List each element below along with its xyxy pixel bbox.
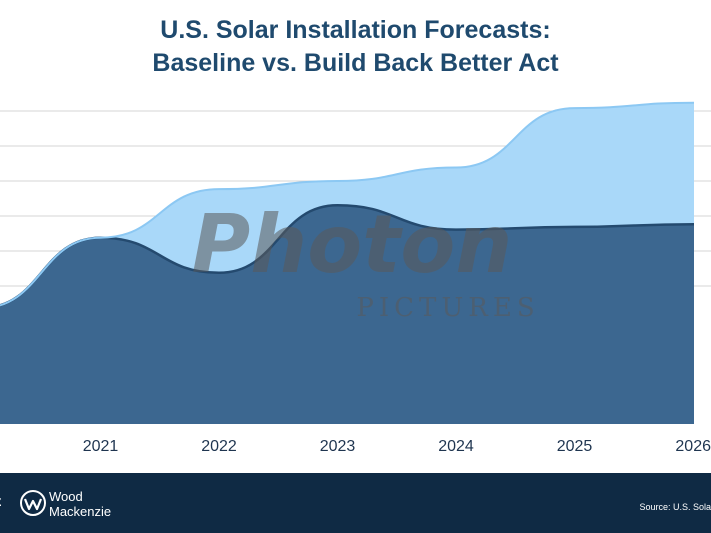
- x-tick-label: 2025: [557, 438, 593, 455]
- source-note: Source: U.S. Sola: [639, 502, 711, 512]
- x-axis-ticks: 0202120222023202420252026: [0, 438, 711, 455]
- chart-title-line-2: Baseline vs. Build Back Better Act: [152, 49, 559, 77]
- wood-mackenzie-logo-text: Wood Mackenzie: [49, 489, 111, 519]
- series-line-build-back-better: [0, 101, 695, 307]
- watermark-main: Photon: [192, 198, 513, 291]
- logo-text-line-2: Mackenzie: [49, 504, 112, 519]
- x-tick-label: 2023: [320, 438, 356, 455]
- watermark-sub: PICTURES: [356, 293, 539, 323]
- wood-mackenzie-logo-icon: [20, 490, 46, 516]
- logo-text-line-1: Wood: [49, 489, 83, 504]
- area-chart: Photon PICTURES 020212022202320242025202…: [0, 101, 711, 455]
- footer-bar: z Wood Mackenzie Source: U.S. Sola: [0, 473, 711, 533]
- x-tick-label: 2022: [201, 438, 237, 455]
- x-tick-label: 2024: [438, 438, 474, 455]
- x-tick-label: 2026: [675, 438, 711, 455]
- partner-logo-fragment: z: [0, 493, 8, 513]
- chart-title: U.S. Solar Installation Forecasts: Basel…: [0, 14, 711, 80]
- watermark: Photon PICTURES: [192, 198, 539, 323]
- chart-title-line-1: U.S. Solar Installation Forecasts:: [160, 16, 551, 44]
- x-tick-label: 2021: [83, 438, 119, 455]
- area-series-baseline: [0, 205, 694, 424]
